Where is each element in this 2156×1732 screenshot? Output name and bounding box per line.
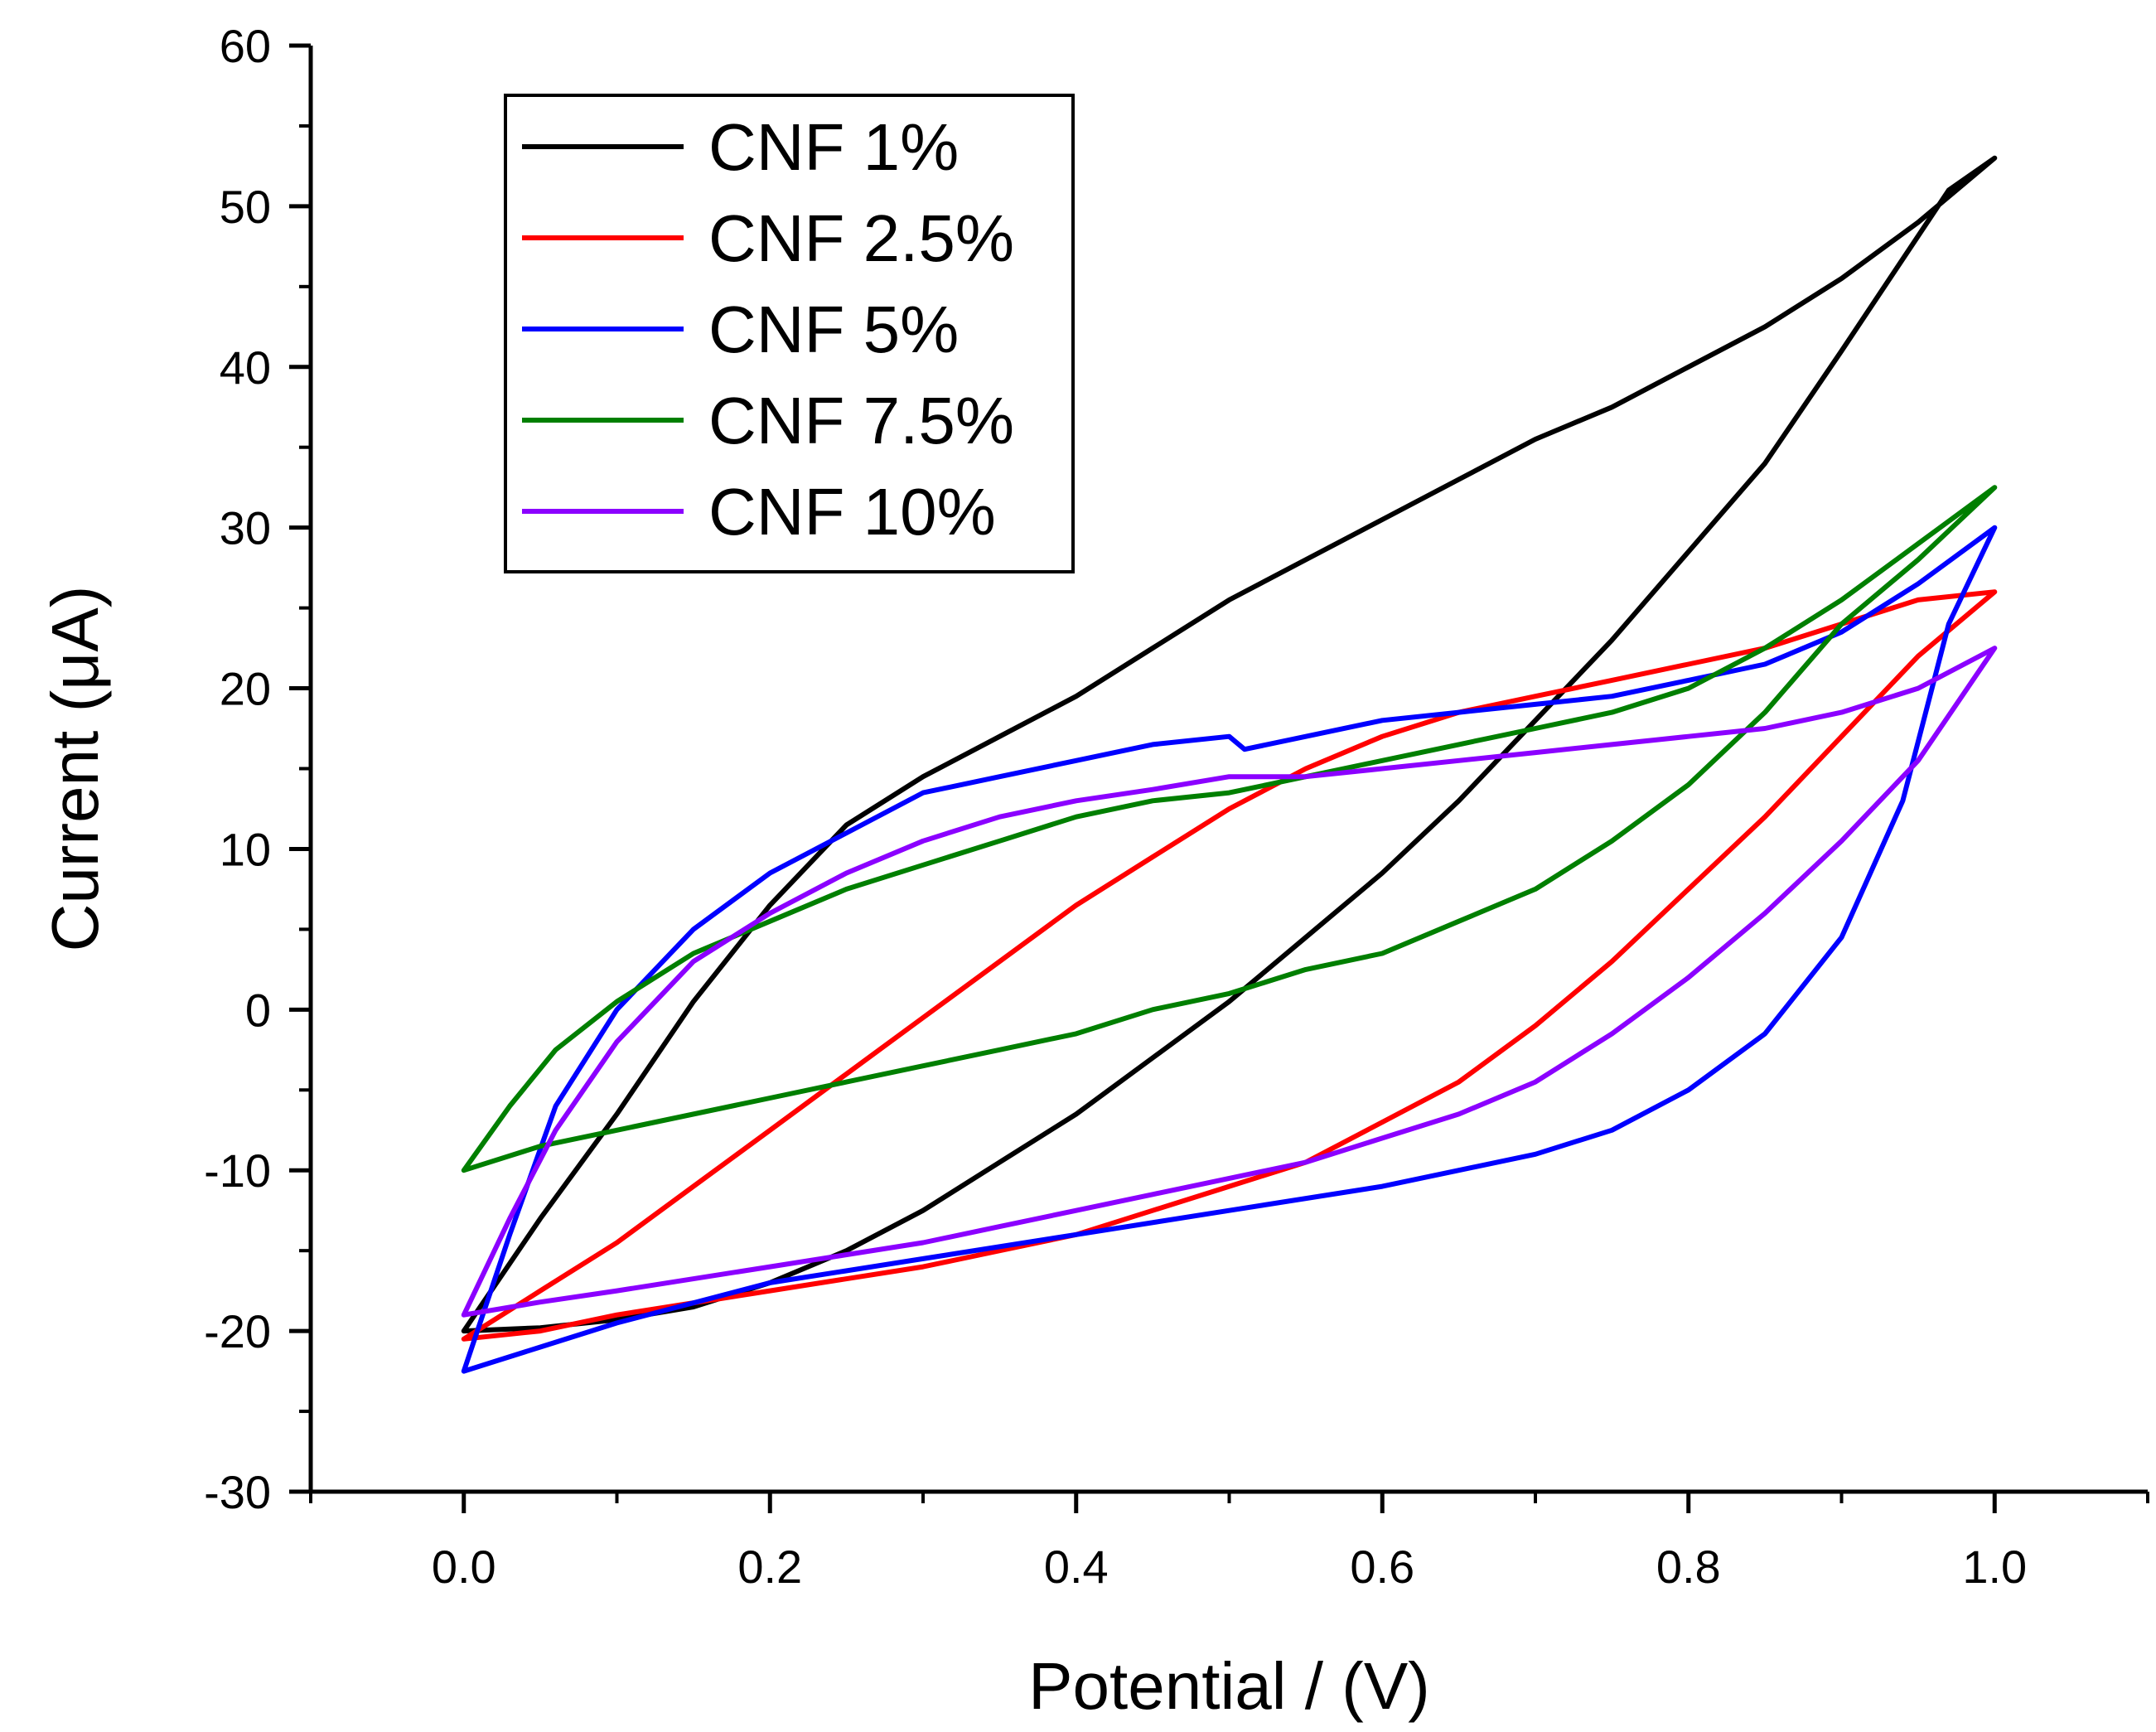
y-axis-title: Current (μA) (38, 586, 112, 952)
x-tick-label: 0.4 (1044, 1541, 1109, 1593)
series-line-cnf-10 (461, 646, 1998, 1318)
x-axis-title: Potential / (V) (1028, 1649, 1430, 1723)
series-line-cnf-2-5 (461, 589, 1998, 1342)
y-tick-label: -20 (204, 1305, 271, 1357)
x-tick-label: 0.0 (432, 1541, 496, 1593)
y-tick-label: -30 (204, 1466, 271, 1518)
legend-label: CNF 7.5% (708, 384, 1014, 457)
x-tick-label: 0.8 (1656, 1541, 1721, 1593)
y-tick-label: 20 (220, 663, 271, 715)
y-tick-label: 10 (220, 823, 271, 875)
y-tick-label: 50 (220, 181, 271, 233)
legend-label: CNF 1% (708, 110, 959, 184)
series-group (461, 155, 1998, 1374)
series-line-cnf-7-5 (461, 485, 1998, 1173)
x-tick-label: 0.6 (1350, 1541, 1414, 1593)
legend-label: CNF 5% (708, 293, 959, 366)
series-line-cnf-5 (461, 525, 1998, 1374)
x-tick-label: 1.0 (1962, 1541, 2027, 1593)
y-tick-label: 60 (220, 20, 271, 72)
y-tick-label: 0 (245, 984, 271, 1036)
legend-label: CNF 10% (708, 475, 996, 549)
y-tick-label: 40 (220, 341, 271, 394)
legend-box (504, 94, 1075, 573)
series-line-cnf-1 (461, 155, 1998, 1334)
axes-group: -30 -20 -10 0 10 20 30 40 50 60 0.0 0.2 0.4 0.6 0.8 1.0 (204, 20, 2149, 1593)
legend-label: CNF 2.5% (708, 201, 1014, 275)
x-tick-label: 0.2 (737, 1541, 802, 1593)
y-tick-label: 30 (220, 502, 271, 554)
y-tick-label: -10 (204, 1144, 271, 1197)
legend: CNF 1% CNF 2.5% CNF 5% CNF 7.5% CNF 10% (504, 94, 1075, 573)
